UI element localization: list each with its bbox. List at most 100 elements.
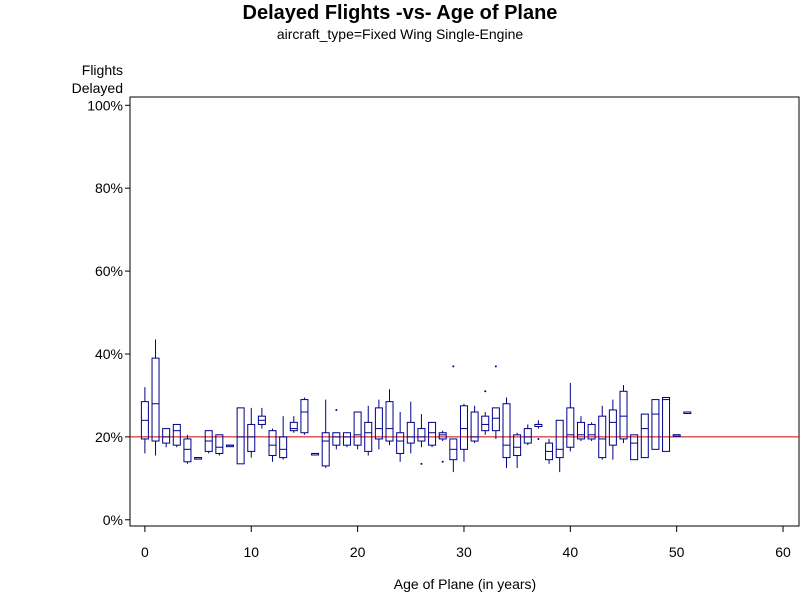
box-age-48 [651, 399, 660, 450]
box-age-1 [151, 339, 160, 456]
box-age-29 [449, 438, 458, 473]
x-tick-label: 40 [563, 544, 579, 560]
box-age-24 [396, 412, 405, 462]
box [406, 421, 415, 444]
box [172, 423, 181, 446]
box [396, 432, 405, 454]
box-age-5 [194, 457, 203, 460]
box-age-47 [640, 413, 649, 459]
box-age-23 [385, 389, 394, 446]
box-age-17 [321, 399, 330, 468]
box-age-10 [247, 407, 256, 458]
box-age-45 [619, 385, 628, 444]
box-age-36 [523, 424, 532, 446]
box [576, 421, 585, 440]
box-age-20 [353, 411, 362, 450]
box-age-25 [406, 401, 415, 454]
box-age-34 [502, 397, 511, 468]
outlier-point [452, 365, 455, 368]
box [470, 411, 479, 442]
box-age-43 [598, 405, 607, 460]
box-age-13 [279, 416, 288, 460]
outlier-point [484, 390, 487, 393]
box-age-19 [342, 432, 351, 448]
box [662, 397, 671, 452]
box [268, 430, 277, 457]
box-age-9 [236, 407, 245, 465]
outlier-point [335, 408, 338, 411]
box-age-18 [332, 432, 341, 450]
x-tick-label: 10 [243, 544, 259, 560]
box [353, 411, 362, 446]
box [300, 399, 309, 434]
box-age-39 [555, 419, 564, 473]
box [513, 434, 522, 457]
box-age-27 [428, 421, 437, 448]
box-age-26 [417, 414, 426, 448]
x-tick-label: 50 [669, 544, 685, 560]
box-age-3 [172, 423, 181, 448]
y-axis-label: Flights Delayed [72, 61, 123, 97]
box [651, 399, 660, 450]
box [385, 401, 394, 442]
box [279, 436, 288, 459]
box-age-8 [225, 444, 234, 448]
box [555, 419, 564, 459]
box [332, 432, 341, 446]
box-age-46 [630, 434, 639, 461]
box [566, 407, 575, 448]
chart-title: Delayed Flights -vs- Age of Plane [242, 2, 558, 24]
box [630, 434, 639, 461]
box-age-33 [491, 407, 500, 439]
box-age-2 [162, 428, 171, 448]
box-age-11 [257, 407, 266, 429]
box-age-40 [566, 383, 575, 452]
outlier-point [441, 460, 444, 463]
box [481, 415, 490, 432]
box [502, 403, 511, 459]
outlier-point [537, 437, 540, 440]
box [215, 434, 224, 454]
y-tick-label: 40% [95, 346, 123, 362]
box-age-28 [438, 430, 447, 442]
y-tick-label: 0% [103, 512, 123, 528]
box [608, 409, 617, 446]
box-age-14 [289, 416, 298, 433]
box [342, 432, 351, 446]
box-age-0 [140, 387, 149, 454]
outlier-point [420, 462, 423, 465]
box-age-6 [204, 430, 213, 454]
y-tick-label: 60% [95, 263, 123, 279]
box-age-32 [481, 412, 490, 435]
x-tick-label: 20 [350, 544, 366, 560]
box-age-49 [662, 397, 671, 452]
box [428, 421, 437, 446]
box [374, 407, 383, 440]
box [162, 428, 171, 444]
box-age-41 [576, 416, 585, 442]
x-tick-label: 60 [775, 544, 791, 560]
box-age-51 [683, 411, 692, 415]
box [598, 415, 607, 459]
box [321, 432, 330, 467]
box-age-30 [459, 403, 468, 462]
box-age-7 [215, 434, 224, 456]
box [459, 405, 468, 450]
box [289, 421, 298, 432]
box [151, 357, 160, 442]
box [183, 438, 192, 463]
box [364, 421, 373, 452]
box [640, 413, 649, 459]
box [491, 407, 500, 432]
box-age-16 [311, 452, 320, 456]
box-age-12 [268, 428, 277, 462]
box-age-37 [534, 420, 543, 429]
box [438, 432, 447, 440]
box [247, 423, 256, 452]
x-tick-label: 30 [456, 544, 472, 560]
chart-subtitle: aircraft_type=Fixed Wing Single-Engine [276, 26, 524, 42]
y-tick-label: 100% [87, 97, 123, 113]
box-age-38 [545, 438, 554, 464]
box-age-31 [470, 405, 479, 444]
